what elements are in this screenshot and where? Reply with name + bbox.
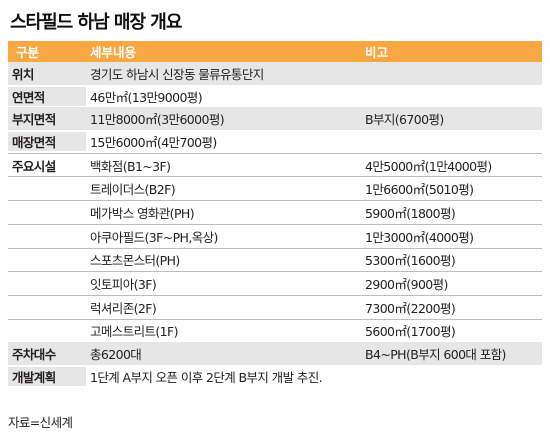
table-row: 연면적 46만㎡(13만9000평) [8, 85, 542, 108]
row-label: 매장면적 [8, 131, 86, 151]
row-detail: 트레이더스(B2F) [90, 182, 176, 198]
header-detail: 세부내용 [90, 45, 137, 60]
table-row: 잇토피아(3F) 2900㎡(900평) [8, 272, 542, 296]
row-detail: 경기도 하남시 신장동 물류유통단지 [90, 66, 264, 82]
row-label: 주차대수 [12, 347, 56, 363]
table-row: 위치 경기도 하남시 신장동 물류유통단지 [8, 62, 542, 85]
row-note: B4~PH(B부지 600대 포함) [365, 347, 506, 363]
row-note: 7300㎡(2200평) [365, 300, 456, 316]
header-category: 구분 [16, 45, 40, 60]
row-note: 5300㎡(1600평) [365, 253, 456, 269]
row-label: 부지면적 [12, 112, 56, 128]
row-note: 2900㎡(900평) [365, 277, 448, 293]
row-note: 1만6600㎡(5010평) [365, 182, 474, 198]
row-detail: 메가박스 영화관(PH) [90, 205, 195, 221]
table-row: 주요시설 백화점(B1~3F) 4만5000㎡(1만4000평) [8, 154, 542, 178]
row-detail: 총6200대 [90, 347, 142, 363]
row-detail: 15만6000㎡(4만700평) [90, 134, 217, 150]
row-detail: 아쿠아필드(3F~PH,옥상) [90, 229, 218, 245]
row-note: 5900㎡(1800평) [365, 205, 456, 221]
table-row: 스포츠몬스터(PH) 5300㎡(1600평) [8, 249, 542, 273]
row-note: 1만3000㎡(4000평) [365, 229, 474, 245]
row-note: B부지(6700평) [365, 112, 444, 128]
table-header: 구분 세부내용 비고 [8, 41, 542, 62]
table-row: 럭셔리존(2F) 7300㎡(2200평) [8, 296, 542, 320]
table-row: 주차대수 총6200대 B4~PH(B부지 600대 포함) [8, 342, 542, 365]
row-note: 5600㎡(1700평) [365, 324, 456, 340]
row-detail: 46만㎡(13만9000평) [90, 89, 203, 105]
table-row: 매장면적 15만6000㎡(4만700평) [8, 130, 542, 154]
overview-table: 구분 세부내용 비고 위치 경기도 하남시 신장동 물류유통단지 연면적 46만… [8, 41, 542, 388]
table-row: 메가박스 영화관(PH) 5900㎡(1800평) [8, 201, 542, 225]
row-detail: 11만8000㎡(3만6000평) [90, 112, 225, 128]
page-title: 스타필드 하남 매장 개요 [10, 12, 182, 33]
source-note: 자료=신세계 [8, 415, 73, 430]
row-detail: 럭셔리존(2F) [90, 300, 157, 316]
row-label: 개발계획 [8, 366, 86, 386]
row-detail: 백화점(B1~3F) [90, 158, 171, 174]
table-row: 개발계획 1단계 A부지 오픈 이후 2단계 B부지 개발 추진. [8, 365, 542, 388]
table-row: 부지면적 11만8000㎡(3만6000평) B부지(6700평) [8, 107, 542, 131]
row-note: 4만5000㎡(1만4000평) [365, 158, 492, 174]
row-label: 위치 [12, 66, 34, 82]
table-row: 트레이더스(B2F) 1만6600㎡(5010평) [8, 177, 542, 202]
table-row: 고메스트리트(1F) 5600㎡(1700평) [8, 320, 542, 343]
row-detail: 잇토피아(3F) [90, 277, 157, 293]
row-detail: 1단계 A부지 오픈 이후 2단계 B부지 개발 추진. [90, 369, 323, 385]
header-note: 비고 [365, 45, 389, 60]
row-detail: 스포츠몬스터(PH) [90, 253, 180, 269]
row-detail: 고메스트리트(1F) [90, 324, 179, 340]
row-label: 주요시설 [12, 158, 56, 174]
row-label: 연면적 [8, 86, 86, 106]
table-row: 아쿠아필드(3F~PH,옥상) 1만3000㎡(4000평) [8, 225, 542, 249]
